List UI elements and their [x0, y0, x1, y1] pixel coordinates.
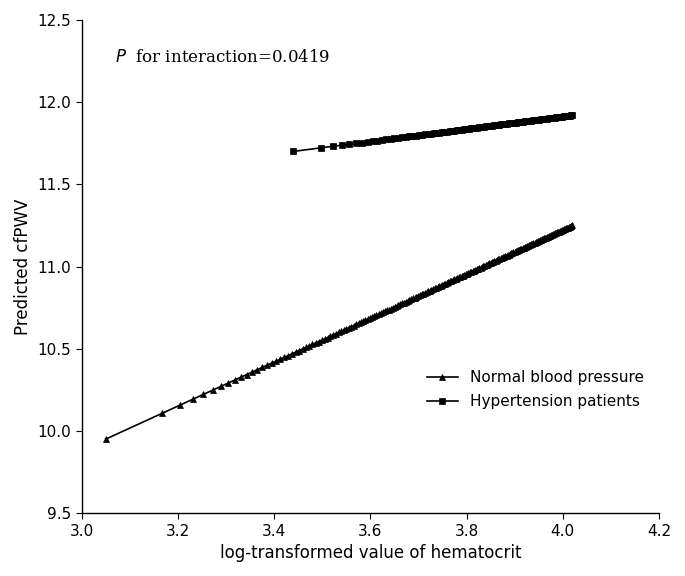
Normal blood pressure [253, 366, 262, 373]
Hypertension patients [569, 112, 577, 119]
Hypertension patients [557, 113, 565, 120]
Normal blood pressure [377, 310, 385, 317]
Hypertension patients [289, 148, 297, 155]
Hypertension patients [412, 132, 420, 139]
Normal blood pressure [569, 222, 577, 229]
Line: Hypertension patients: Hypertension patients [290, 112, 575, 154]
Normal blood pressure [340, 327, 348, 334]
Hypertension patients [505, 120, 513, 127]
Hypertension patients [424, 131, 432, 138]
Y-axis label: Predicted cfPWV: Predicted cfPWV [14, 198, 32, 335]
Normal blood pressure [101, 435, 110, 442]
Normal blood pressure [552, 229, 560, 236]
Line: Normal blood pressure: Normal blood pressure [103, 223, 575, 442]
Hypertension patients [490, 122, 498, 129]
Text: $\mathit{P}$  for interaction=0.0419: $\mathit{P}$ for interaction=0.0419 [115, 50, 331, 66]
Normal blood pressure [559, 226, 567, 233]
X-axis label: log-transformed value of hematocrit: log-transformed value of hematocrit [220, 544, 521, 562]
Normal blood pressure [231, 377, 239, 384]
Legend: Normal blood pressure, Hypertension patients: Normal blood pressure, Hypertension pati… [419, 362, 651, 416]
Hypertension patients [561, 113, 569, 120]
